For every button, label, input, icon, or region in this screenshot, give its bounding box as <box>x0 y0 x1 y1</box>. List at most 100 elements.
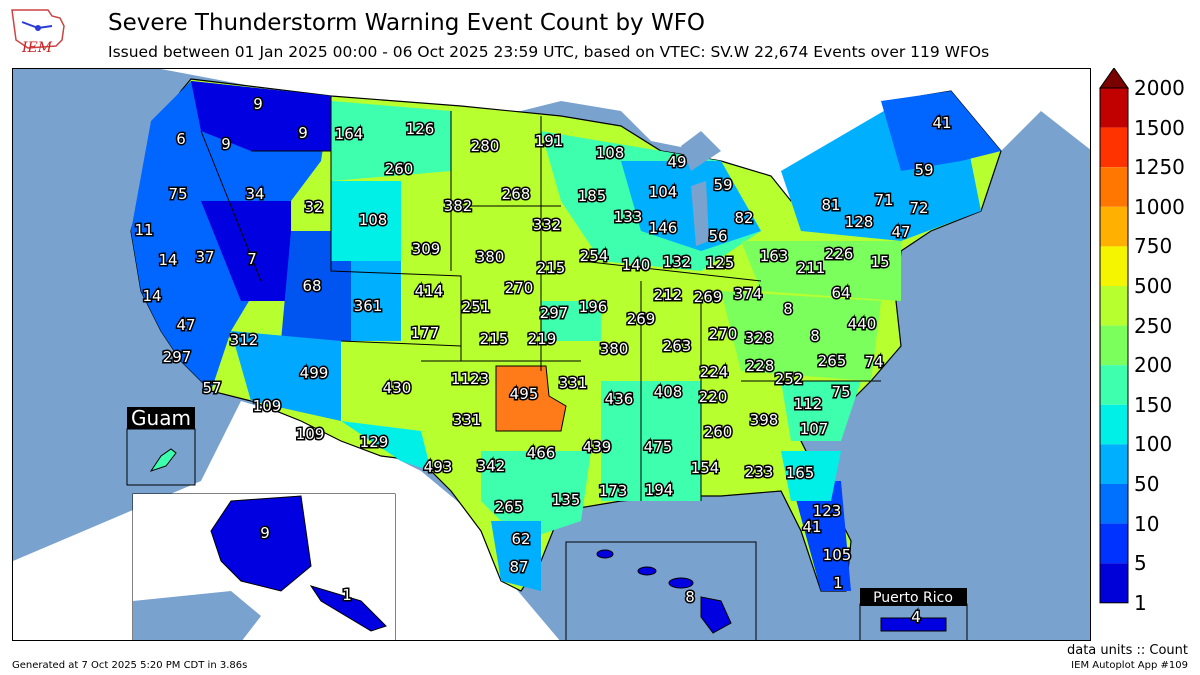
wfo-count-label: 112 <box>794 395 823 413</box>
chart-title: Severe Thunderstorm Warning Event Count … <box>108 10 706 36</box>
wfo-count-label: 37 <box>195 248 214 266</box>
wfo-count-label: 126 <box>406 120 435 138</box>
wfo-count-label: 163 <box>760 247 789 265</box>
wfo-count-label: 220 <box>699 388 728 406</box>
south-texas-zone <box>481 451 591 541</box>
montana-zone <box>331 101 451 181</box>
wfo-count-label: 430 <box>383 379 412 397</box>
wfo-count-label: 1 <box>342 586 352 604</box>
wfo-count-label: 72 <box>909 199 928 217</box>
wfo-count-label: 56 <box>708 227 727 245</box>
wfo-count-label: 9 <box>253 95 263 113</box>
wfo-count-label: 269 <box>627 310 656 328</box>
wfo-count-label: 15 <box>870 253 889 271</box>
wfo-count-label: 260 <box>385 160 414 178</box>
wfo-count-label: 312 <box>230 331 259 349</box>
colorbar-segment <box>1100 365 1128 405</box>
michigan-zone <box>621 161 761 251</box>
oahu-island <box>637 566 657 576</box>
wfo-count-label: 41 <box>932 114 951 132</box>
wfo-count-label: 74 <box>864 353 883 371</box>
mid-atlantic-zone <box>741 241 901 301</box>
wfo-count-label: 331 <box>453 411 482 429</box>
wfo-count-label: 215 <box>480 330 509 348</box>
wfo-count-label: 109 <box>253 397 282 415</box>
chart-subtitle: Issued between 01 Jan 2025 00:00 - 06 Oc… <box>108 43 990 61</box>
wfo-count-label: 374 <box>734 285 763 303</box>
wfo-count-label: 62 <box>511 530 530 548</box>
wfo-count-label: 191 <box>535 132 564 150</box>
wfo-count-label: 408 <box>654 383 683 401</box>
wfo-count-label: 109 <box>296 425 325 443</box>
wfo-count-label: 4 <box>911 608 921 626</box>
iem-logo: IEM <box>8 6 70 58</box>
wfo-count-label: 332 <box>533 216 562 234</box>
wfo-count-label: 224 <box>700 363 729 381</box>
units-label: data units :: Count <box>1066 643 1188 658</box>
wfo-count-label: 14 <box>158 251 177 269</box>
wfo-count-label: 466 <box>527 444 556 462</box>
wfo-count-label: 297 <box>163 348 192 366</box>
wfo-count-label: 297 <box>540 304 569 322</box>
wfo-count-label: 436 <box>605 390 634 408</box>
generated-text: Generated at 7 Oct 2025 5:20 PM CDT in 3… <box>12 660 248 671</box>
wfo-count-label: 380 <box>600 340 629 358</box>
colorbar-tick-label: 500 <box>1134 274 1173 298</box>
wfo-count-label: 194 <box>645 481 674 499</box>
wfo-count-label: 105 <box>823 546 852 564</box>
lake-michigan <box>691 181 709 246</box>
wfo-count-label: 128 <box>845 213 874 231</box>
norman-ok-zone <box>495 365 567 432</box>
wfo-count-label: 71 <box>874 191 893 209</box>
colorbar-tick-label: 150 <box>1134 392 1173 417</box>
wfo-count-label: 251 <box>462 298 491 316</box>
carolinas-zone <box>721 291 881 381</box>
wfo-count-label: 8 <box>810 327 820 345</box>
wyoming-zone <box>331 181 401 261</box>
wfo-count-label: 211 <box>797 259 826 277</box>
wfo-count-label: 68 <box>302 277 321 295</box>
georgia-coast-zone <box>781 381 861 441</box>
colorbar-tick-label: 1 <box>1134 590 1147 615</box>
colorbar-segment <box>1100 206 1128 247</box>
wfo-count-label: 499 <box>300 364 329 382</box>
colorbar-frame <box>1099 87 1129 604</box>
wfo-count-label: 495 <box>510 385 539 403</box>
gulf-coast-zone <box>601 381 701 501</box>
wfo-count-label: 212 <box>654 286 683 304</box>
big-island <box>700 596 732 634</box>
wfo-count-label: 270 <box>505 279 534 297</box>
wfo-count-label: 14 <box>142 287 161 305</box>
wfo-count-label: 263 <box>663 337 692 355</box>
wfo-count-label: 75 <box>831 383 850 401</box>
wfo-count-label: 228 <box>746 357 775 375</box>
wfo-count-label: 9 <box>221 135 231 153</box>
wfo-count-label: 398 <box>750 411 779 429</box>
colorbar-tick-label: 5 <box>1134 551 1147 576</box>
florida-south-zone <box>791 481 851 591</box>
wfo-count-label: 8 <box>685 588 695 606</box>
wfo-count-label: 133 <box>614 208 643 226</box>
wfo-count-label: 41 <box>802 518 821 536</box>
wfo-count-label: 107 <box>800 420 829 438</box>
wfo-count-label: 196 <box>579 298 608 316</box>
colorbar-segment <box>1100 523 1128 564</box>
wfo-count-label: 129 <box>360 433 389 451</box>
wfo-count-label: 59 <box>713 176 732 194</box>
alaska-mainland <box>210 495 312 592</box>
wfo-count-label: 81 <box>821 196 840 214</box>
wfo-count-label: 252 <box>775 370 804 388</box>
map-frame: Guam Puerto Rico 9 6 9 9 164 126 280 191 108 49 75… <box>12 68 1091 641</box>
colorbar-segment <box>1100 246 1128 286</box>
state-lines <box>200 96 881 501</box>
wfo-count-label: 47 <box>176 316 195 334</box>
wfo-count-label: 82 <box>734 209 753 227</box>
wfo-count-label: 254 <box>580 247 609 265</box>
colorbar-tick-label: 1250 <box>1134 155 1185 180</box>
app-label: IEM Autoplot App #109 <box>1071 660 1188 671</box>
wfo-count-label: 382 <box>444 197 473 215</box>
wfo-count-label: 57 <box>202 379 221 397</box>
wfo-count-label: 265 <box>495 498 524 516</box>
kansas-east-zone <box>541 301 601 341</box>
